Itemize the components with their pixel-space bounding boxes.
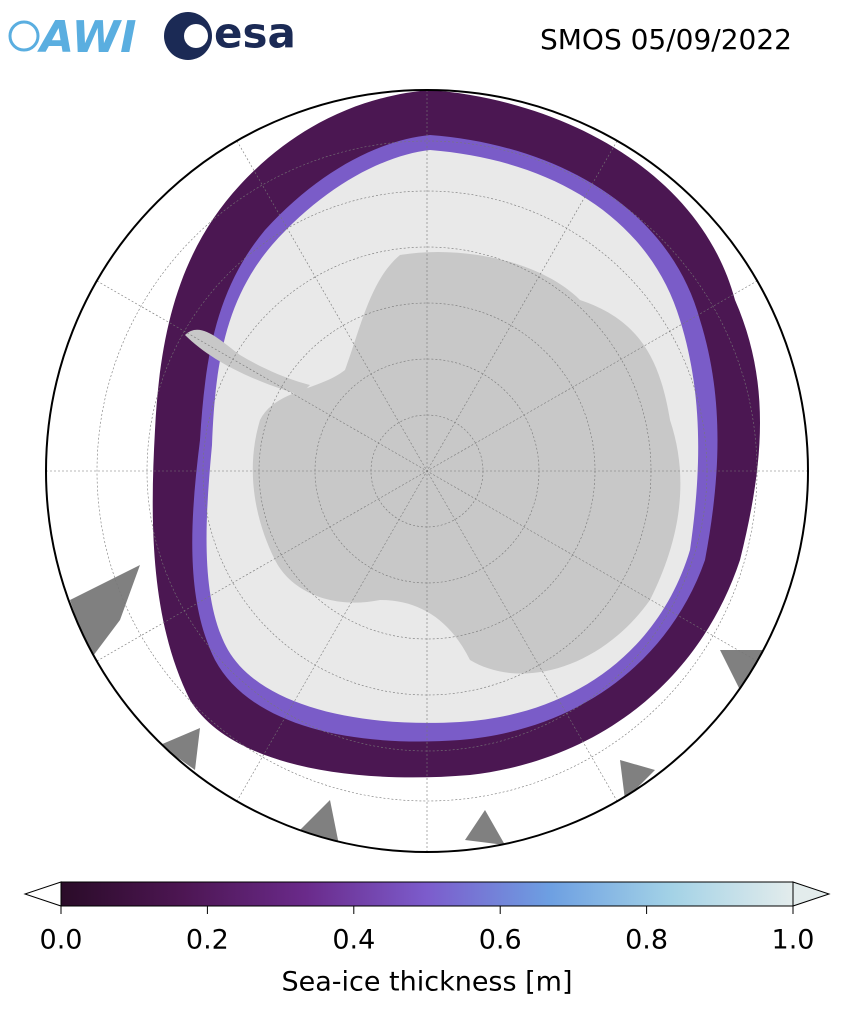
colorbar-tick-label: 0.4: [332, 925, 375, 956]
map-title: SMOS 05/09/2022: [540, 23, 792, 56]
graticule: [46, 90, 808, 852]
logo-awi: AWI: [8, 12, 137, 63]
logo-awi-text: AWI: [37, 12, 137, 63]
colorbar-tick-label: 0.8: [625, 925, 668, 956]
colorbar-tick-label: 1.0: [772, 925, 815, 956]
map: [46, 90, 808, 852]
colorbar-tick-label: 0.6: [479, 925, 522, 956]
colorbar-tick-label: 0.0: [40, 925, 83, 956]
peninsula: [185, 329, 310, 395]
colorbar-tick-label: 0.2: [186, 925, 229, 956]
logo-esa: esa: [164, 9, 296, 60]
antarctica: [252, 252, 681, 674]
colorbar-extend-high: [792, 881, 831, 907]
colorbar-label: Sea-ice thickness [m]: [281, 967, 572, 998]
map-boundary: [45, 89, 809, 853]
colorbar-bar: [60, 881, 794, 907]
colorbar: 0.0 0.2 0.4 0.6 0.8 1.0: [23, 881, 831, 956]
colorbar-extend-low: [23, 881, 62, 907]
logo-esa-text: esa: [214, 9, 296, 58]
